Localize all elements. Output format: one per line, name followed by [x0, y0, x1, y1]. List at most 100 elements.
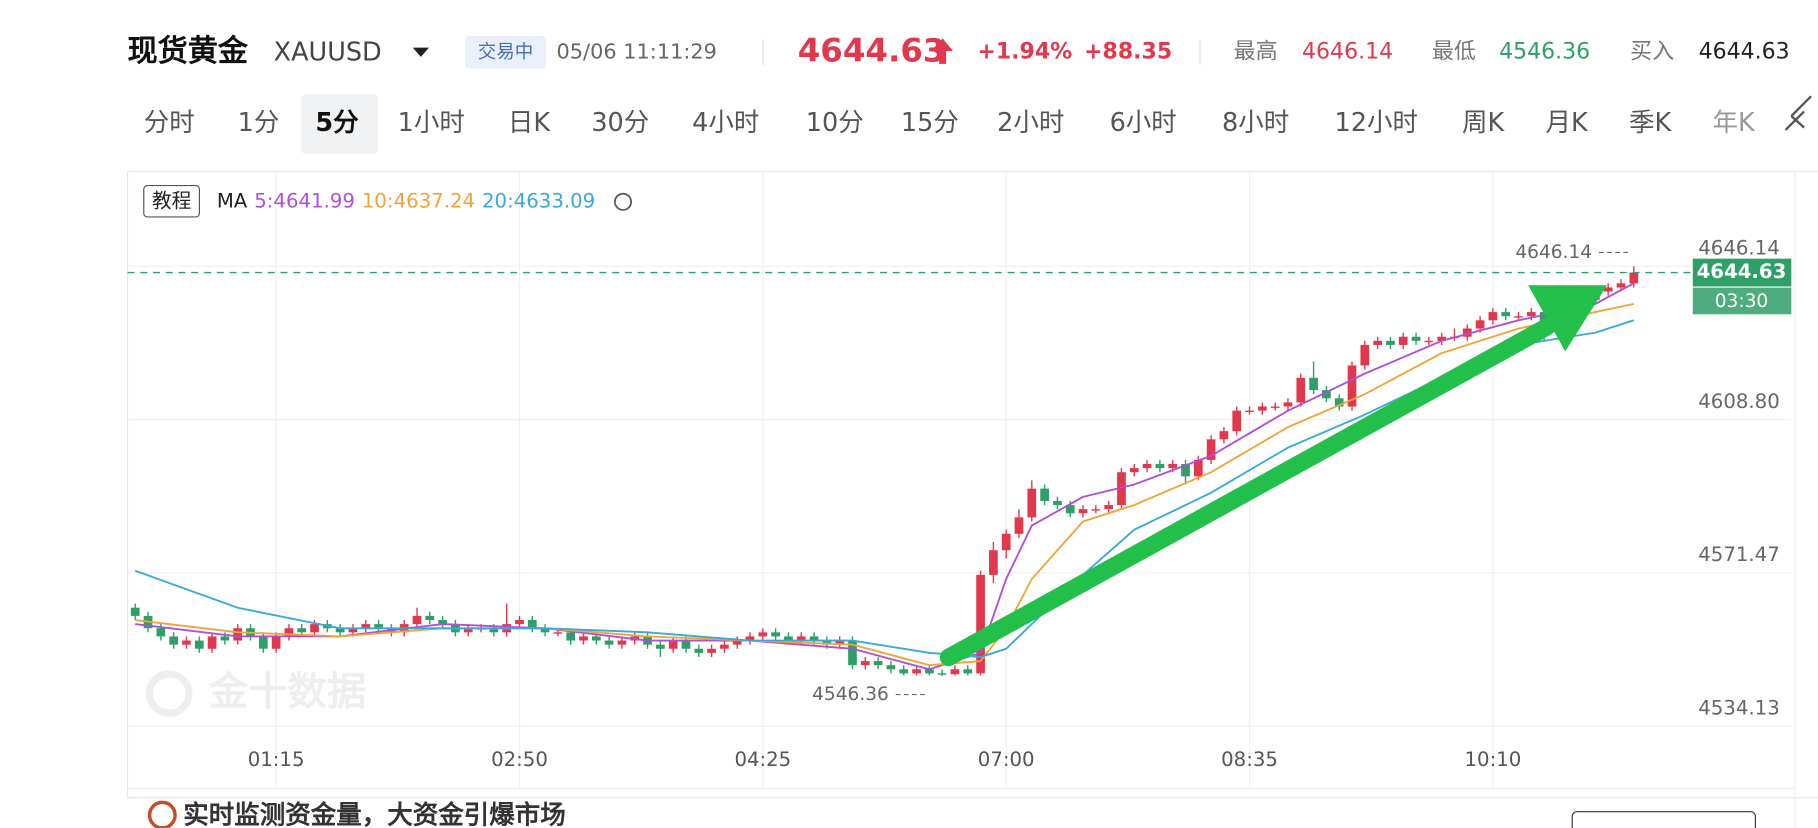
- candle-body: [1526, 312, 1536, 317]
- candle-body: [1245, 410, 1254, 413]
- legend-entry: 5:4641.99: [254, 189, 355, 212]
- candle-body: [310, 624, 319, 633]
- candle-body: [271, 636, 281, 649]
- timestamp: 05/06 11:11:29: [557, 39, 717, 63]
- candle-body: [1386, 340, 1395, 345]
- candle-body: [694, 648, 704, 653]
- candle-body: [1616, 283, 1626, 288]
- tab[interactable]: 1小时: [398, 108, 465, 138]
- candle-body: [771, 632, 780, 637]
- tab[interactable]: 12小时: [1335, 108, 1418, 138]
- candle-body: [1424, 340, 1434, 343]
- y-tick-label: 4534.13: [1698, 696, 1779, 719]
- banner-button[interactable]: [1571, 811, 1756, 828]
- candle-body: [937, 673, 947, 675]
- tab[interactable]: 分时: [144, 108, 195, 138]
- candle-body: [515, 620, 524, 625]
- candle-body: [1462, 328, 1472, 337]
- chart-frame: [126, 171, 1818, 799]
- candle-body: [361, 624, 371, 629]
- high-label: 最高: [1234, 39, 1278, 64]
- candle-body: [1053, 500, 1062, 506]
- candle-body: [1027, 488, 1037, 518]
- x-tick-label: 08:35: [1221, 748, 1278, 771]
- high-marker-label: 4646.14: [1515, 242, 1592, 263]
- candle-body: [412, 615, 422, 625]
- chart: 01:15 02:50 04:25 07:00 08:35 10:10 4646.14 460…: [127, 171, 1792, 789]
- candle-body: [912, 669, 921, 674]
- y-tick-label: 4646.14: [1698, 236, 1779, 259]
- tab[interactable]: 15分: [901, 108, 959, 138]
- y-tick-label: 4571.47: [1698, 543, 1779, 566]
- tab[interactable]: 6小时: [1110, 108, 1177, 138]
- banner-text[interactable]: 实时监测资金量，大资金引爆市场: [183, 800, 566, 828]
- candle-body: [1040, 488, 1049, 501]
- candle-body: [604, 640, 614, 645]
- candle-body: [1475, 320, 1485, 329]
- candle-body: [489, 628, 499, 633]
- candle-body: [1193, 459, 1203, 477]
- tab[interactable]: 8小时: [1222, 108, 1289, 138]
- candle-body: [297, 628, 307, 633]
- candle-body: [1181, 463, 1190, 477]
- candle-body: [425, 615, 435, 621]
- tab[interactable]: 4小时: [692, 108, 759, 138]
- symbol[interactable]: XAUUSD: [274, 37, 382, 67]
- tab[interactable]: 1分: [238, 108, 280, 138]
- candle-body: [1296, 377, 1306, 403]
- candle-body: [617, 640, 627, 645]
- candle-body: [1065, 505, 1075, 514]
- candle-body: [374, 624, 383, 629]
- tab[interactable]: 季K: [1629, 108, 1673, 138]
- candle-body: [681, 640, 691, 649]
- x-tick-label: 02:50: [491, 748, 548, 771]
- candle-body: [1270, 406, 1280, 408]
- candle-body: [1117, 472, 1126, 506]
- legend-entry: 20:4633.09: [482, 189, 595, 212]
- candle-body: [1411, 336, 1421, 341]
- candle-body: [1501, 312, 1511, 317]
- draw-tool-icon[interactable]: [1784, 95, 1812, 131]
- tab[interactable]: 5分: [315, 108, 359, 138]
- tutorial-text[interactable]: 教程: [152, 189, 191, 212]
- status-text: 交易中: [478, 42, 534, 63]
- tab[interactable]: 周K: [1462, 108, 1506, 138]
- tab[interactable]: 2小时: [997, 108, 1064, 138]
- status-badge: [464, 36, 547, 69]
- candle-body: [348, 628, 358, 633]
- tab[interactable]: 月K: [1546, 108, 1590, 138]
- legend-entry: 10:4637.24: [362, 189, 475, 212]
- countdown-tag: [1692, 287, 1792, 315]
- candle-body: [848, 640, 857, 666]
- candle-body: [963, 669, 973, 674]
- x-tick-label: 01:15: [248, 748, 305, 771]
- tab[interactable]: 日K: [508, 108, 552, 138]
- tab[interactable]: 30分: [591, 108, 649, 138]
- candle-body: [540, 628, 550, 633]
- candle-body: [130, 607, 140, 616]
- watermark: 金十数据: [208, 669, 367, 715]
- candle-body: [732, 640, 742, 645]
- candle-body: [553, 632, 563, 634]
- candle-body: [976, 574, 985, 674]
- candle-body: [1437, 336, 1447, 341]
- candle-body: [707, 648, 716, 653]
- candle-body: [527, 620, 537, 629]
- settings-icon[interactable]: [614, 192, 633, 211]
- last-price-label: 4644.63: [1697, 260, 1787, 283]
- tab[interactable]: 年K: [1712, 108, 1756, 138]
- low-marker-label: 4546.36: [812, 684, 889, 705]
- tutorial-button[interactable]: [143, 185, 201, 218]
- candle-body: [809, 636, 819, 641]
- dropdown-icon[interactable]: [412, 47, 429, 57]
- candle-body: [822, 640, 832, 645]
- candle-body: [1155, 463, 1165, 469]
- candle-body: [1334, 398, 1344, 407]
- candle-body: [1104, 505, 1114, 510]
- candle-body: [233, 628, 243, 641]
- ma-title: MA: [217, 189, 248, 212]
- tab[interactable]: 10分: [806, 108, 864, 138]
- timeframe-tabs: 分时 1分 5分 1小时 日K 30分 4小时 10分 15分 2小时 6小时 8小时 12小时 周K 月K…: [144, 93, 1756, 155]
- bid-value: 4644.63: [1699, 39, 1790, 64]
